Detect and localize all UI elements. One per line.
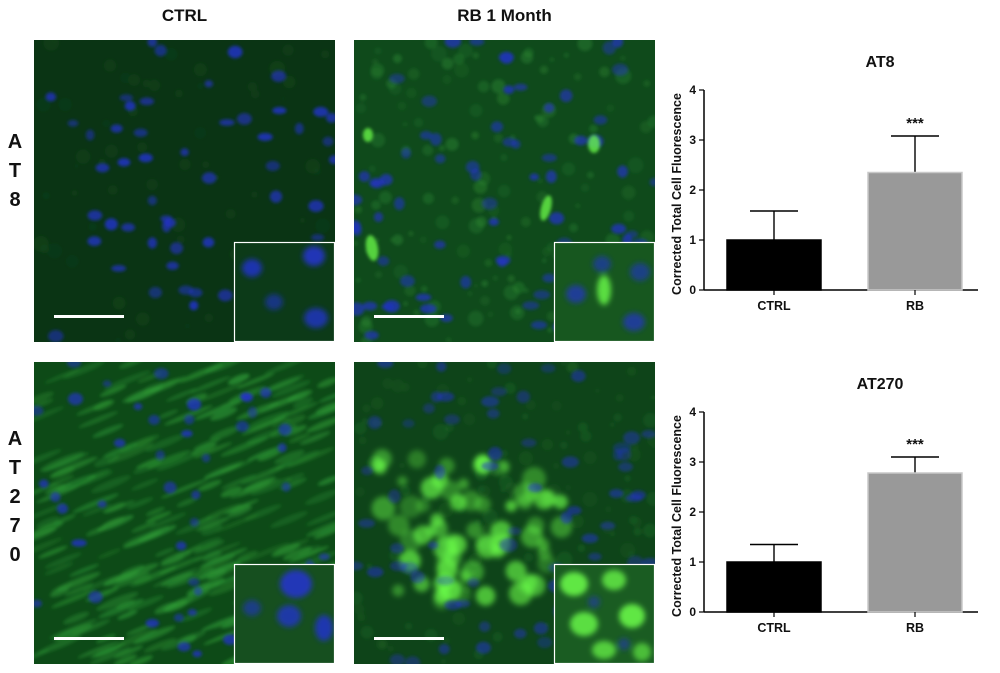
x-tick-label: CTRL <box>757 299 791 313</box>
row-label-letter: 2 <box>9 486 21 508</box>
row-label-letter: T <box>8 160 22 182</box>
scale-bar <box>374 637 444 640</box>
stained-cells <box>363 128 600 261</box>
x-tick-label: RB <box>906 621 924 635</box>
micrograph-image <box>34 40 335 342</box>
y-tick-label: 4 <box>689 83 696 97</box>
row-label-at270: A T 2 7 0 <box>0 425 30 570</box>
magnified-inset <box>233 241 335 342</box>
magnified-inset <box>553 563 655 664</box>
row-label-letter: 7 <box>9 515 21 537</box>
scale-bar <box>54 637 124 640</box>
inset-border <box>553 563 655 664</box>
bar-ctrl <box>726 561 822 613</box>
x-tick-label: CTRL <box>757 621 791 635</box>
scale-bar <box>54 315 124 318</box>
y-tick-label: 3 <box>689 133 696 147</box>
bar-chart-svg: AT8 Corrected Total Cell Fluorescence 0 1… <box>670 54 978 313</box>
bar-ctrl <box>726 239 822 291</box>
y-tick-label: 0 <box>689 283 696 297</box>
row-label-letter: 8 <box>9 189 21 211</box>
magnified-inset <box>233 563 335 664</box>
bar-rb <box>867 472 963 613</box>
micrograph-image <box>354 362 655 664</box>
y-axis-label: Corrected Total Cell Fluorescence <box>670 415 684 617</box>
column-header-ctrl: CTRL <box>161 6 208 25</box>
y-tick-label: 1 <box>689 233 696 247</box>
y-tick-label: 2 <box>689 183 696 197</box>
signal-cluster <box>370 449 573 610</box>
row-label-letter: 0 <box>9 544 21 566</box>
row-label-letter: A <box>7 131 23 153</box>
y-tick-label: 3 <box>689 455 696 469</box>
x-tick-label: RB <box>906 299 924 313</box>
row-label-at8: A T 8 <box>0 128 30 215</box>
y-tick-label: 1 <box>689 555 696 569</box>
micrograph-image <box>34 362 335 664</box>
row-label-letter: A <box>7 428 23 450</box>
inset-border <box>553 241 655 342</box>
chart-title: AT270 <box>857 376 904 393</box>
y-axis-label: Corrected Total Cell Fluorescence <box>670 93 684 295</box>
inset-border <box>233 241 335 342</box>
column-header-rb-1-month: RB 1 Month <box>457 6 552 25</box>
y-tick-label: 4 <box>689 405 696 419</box>
bar-chart-svg: AT270 Corrected Total Cell Fluorescence … <box>670 376 978 635</box>
y-tick-label: 2 <box>689 505 696 519</box>
row-label-letter: T <box>8 457 22 479</box>
micrograph-at8-rb <box>354 40 655 342</box>
scale-bar <box>374 315 444 318</box>
micrograph-image <box>354 40 655 342</box>
inset-border <box>233 563 335 664</box>
y-tick-label: 0 <box>689 605 696 619</box>
magnified-inset <box>553 241 655 342</box>
significance-label: *** <box>906 115 924 132</box>
micrograph-at270-ctrl <box>34 362 335 664</box>
chart-at270: AT270 Corrected Total Cell Fluorescence … <box>660 362 1000 667</box>
micrograph-at8-ctrl <box>34 40 335 342</box>
micrograph-at270-rb <box>354 362 655 664</box>
chart-at8: AT8 Corrected Total Cell Fluorescence 0 1… <box>660 40 1000 345</box>
chart-title: AT8 <box>865 54 894 71</box>
bar-rb <box>867 171 963 291</box>
significance-label: *** <box>906 436 924 453</box>
